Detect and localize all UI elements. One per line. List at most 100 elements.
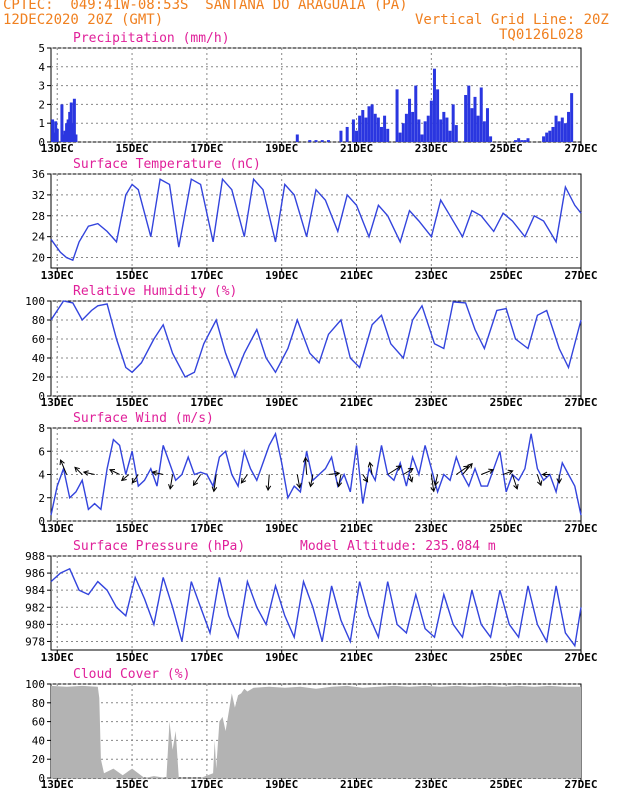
panel-frame: [50, 555, 582, 651]
precip-bar: [379, 126, 383, 142]
precip-bar: [395, 89, 399, 142]
x-tick-label: 27DEC: [564, 396, 597, 409]
wind-vector-head: [192, 480, 199, 487]
x-tick-label: 27DEC: [564, 269, 597, 282]
y-tick-label: 60: [32, 333, 45, 346]
y-tick-label: 40: [32, 734, 45, 747]
header-run-id: TQ0126L028: [499, 27, 584, 43]
precip-bar: [479, 87, 483, 142]
precip-bar: [451, 104, 455, 142]
x-tick-label: 25DEC: [490, 142, 523, 155]
precip-bar: [339, 130, 343, 142]
y-tick-label: 982: [25, 601, 45, 614]
y-tick-label: 0: [38, 772, 45, 785]
precip-bar: [326, 140, 330, 142]
precip-bar: [361, 110, 365, 142]
panel-5: [47, 555, 582, 654]
wind-vector-head: [362, 476, 369, 483]
precip-bar: [554, 115, 558, 142]
wind-vector: [338, 474, 342, 487]
precip-bar: [429, 100, 433, 142]
x-tick-label: 17DEC: [190, 651, 223, 664]
x-tick-label: 17DEC: [190, 269, 223, 282]
y-tick-label: 100: [25, 295, 45, 308]
wind-vector-head: [302, 456, 309, 463]
precip-bar: [563, 123, 567, 142]
x-tick-label: 13DEC: [41, 522, 74, 535]
y-tick-label: 2: [38, 492, 45, 505]
precip-bar: [514, 140, 518, 142]
precip-bar: [351, 119, 355, 142]
y-tick-label: 1: [38, 117, 45, 130]
wind-vector-head: [536, 480, 543, 487]
wind-vector-head: [120, 475, 127, 482]
y-tick-label: 20: [32, 753, 45, 766]
precip-bar: [295, 134, 299, 142]
wind-vector: [213, 474, 217, 492]
wind-vector: [60, 459, 68, 475]
precip-bar: [448, 130, 452, 142]
precip-bar: [345, 126, 349, 142]
y-tick-label: 40: [32, 352, 45, 365]
precip-bar: [65, 123, 69, 142]
x-tick-label: 19DEC: [265, 269, 298, 282]
wind-vector: [502, 470, 513, 475]
x-tick-label: 27DEC: [564, 651, 597, 664]
x-tick-label: 23DEC: [415, 778, 448, 791]
wind-vector: [309, 474, 314, 487]
wind-vector: [169, 474, 174, 489]
precip-bar: [548, 130, 552, 142]
x-tick-label: 15DEC: [115, 522, 148, 535]
x-tick-label: 21DEC: [340, 396, 373, 409]
x-tick-label: 21DEC: [340, 142, 373, 155]
wind-vector-head: [433, 480, 439, 487]
precip-bar: [526, 138, 530, 142]
panel-title: Surface Pressure (hPa): [73, 539, 245, 554]
precip-bar: [386, 128, 390, 142]
x-tick-label: 27DEC: [564, 522, 597, 535]
wind-vector-head: [131, 477, 138, 484]
wind-vector: [511, 474, 518, 490]
precip-bar: [473, 96, 477, 142]
wind-vector: [369, 462, 373, 475]
panel-title: Relative Humidity (%): [73, 284, 237, 299]
x-tick-label: 13DEC: [41, 651, 74, 664]
y-tick-label: 0: [38, 515, 45, 528]
panel-3: [47, 300, 582, 400]
wind-vector-head: [151, 470, 158, 476]
precip-bar: [482, 121, 486, 142]
x-tick-label: 17DEC: [190, 522, 223, 535]
x-tick-label: 15DEC: [115, 142, 148, 155]
precip-bar: [436, 89, 440, 142]
panel-annotation: Model Altitude: 235.084 m: [300, 539, 496, 554]
y-tick-label: 986: [25, 567, 45, 580]
precip-bar: [467, 85, 471, 142]
wind-vector-head: [556, 478, 563, 484]
x-tick-label: 13DEC: [41, 142, 74, 155]
wind-vector: [109, 469, 120, 475]
wind-vector-head: [395, 465, 402, 471]
x-tick-label: 27DEC: [564, 142, 597, 155]
y-tick-label: 988: [25, 550, 45, 563]
x-tick-label: 25DEC: [490, 778, 523, 791]
wind-vector: [152, 471, 164, 475]
panel-4: [47, 427, 582, 525]
x-tick-label: 13DEC: [41, 778, 74, 791]
precip-bar: [442, 111, 446, 142]
wind-vector-head: [109, 469, 116, 475]
wind-vector: [241, 474, 248, 484]
wind-vector-head: [507, 469, 514, 476]
wind-vector-head: [513, 483, 519, 490]
precip-bar: [489, 136, 493, 142]
wind-vector: [328, 472, 340, 475]
x-tick-label: 25DEC: [490, 396, 523, 409]
precip-bar: [432, 68, 436, 142]
wind-vector-head: [407, 476, 414, 483]
precip-bar: [401, 123, 405, 142]
wind-vector-head: [240, 477, 247, 484]
precip-bar: [454, 125, 458, 142]
series-line-5: [50, 567, 582, 648]
wind-vector: [462, 463, 473, 475]
wind-vector: [536, 474, 542, 486]
y-tick-label: 4: [38, 61, 45, 74]
